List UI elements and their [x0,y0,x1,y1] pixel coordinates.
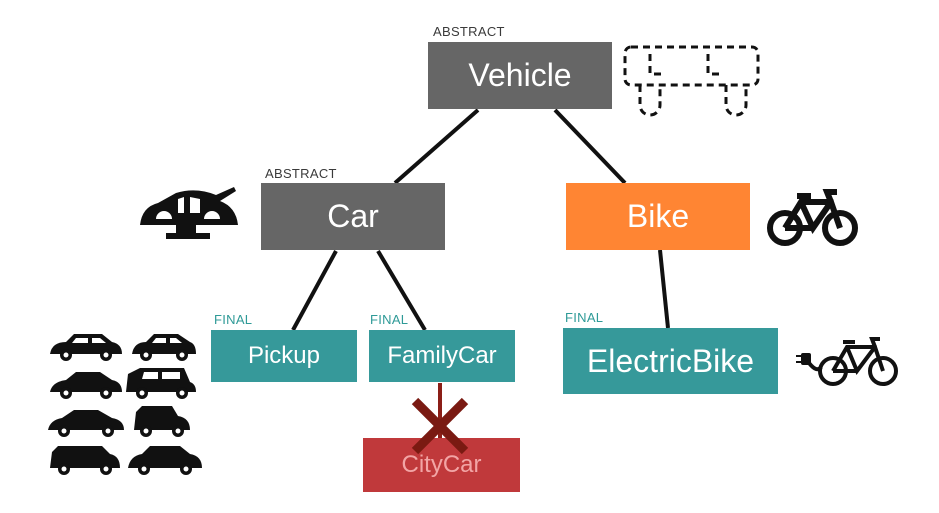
vehicle-label: Vehicle [468,57,572,93]
pickup-node[interactable]: Pickup [211,330,357,382]
pickup-label: Pickup [247,342,321,369]
car-tag: ABSTRACT [265,166,337,181]
edge-car-pickup [291,250,338,331]
car-collection-icon [48,334,202,475]
car-body-frame-icon [140,187,238,239]
edge-bike-electricbike [658,249,670,329]
car-label: Car [327,198,379,234]
bicycle-icon [767,189,858,246]
bike-label: Bike [626,198,690,234]
edge-car-familycar [376,249,427,332]
electricbike-label: ElectricBike [586,342,755,379]
citycar-label: CityCar [401,451,482,478]
edge-vehicle-bike [553,108,627,185]
electric-bicycle-icon [796,337,898,386]
familycar-node[interactable]: FamilyCar [369,330,515,382]
electricbike-tag: FINAL [565,310,604,325]
familycar-label: FamilyCar [387,342,497,369]
familycar-tag: FINAL [370,312,409,327]
bike-node[interactable]: Bike [566,183,750,250]
vehicle-tag: ABSTRACT [433,24,505,39]
dashed-vehicle-outline-icon [623,45,760,117]
cross-mark-icon [411,397,469,455]
electricbike-node[interactable]: ElectricBike [563,328,778,394]
citycar-node[interactable]: CityCar [363,438,520,492]
pickup-tag: FINAL [214,312,253,327]
vehicle-node[interactable]: Vehicle [428,42,612,109]
edge-vehicle-car [393,108,480,185]
car-node[interactable]: Car [261,183,445,250]
